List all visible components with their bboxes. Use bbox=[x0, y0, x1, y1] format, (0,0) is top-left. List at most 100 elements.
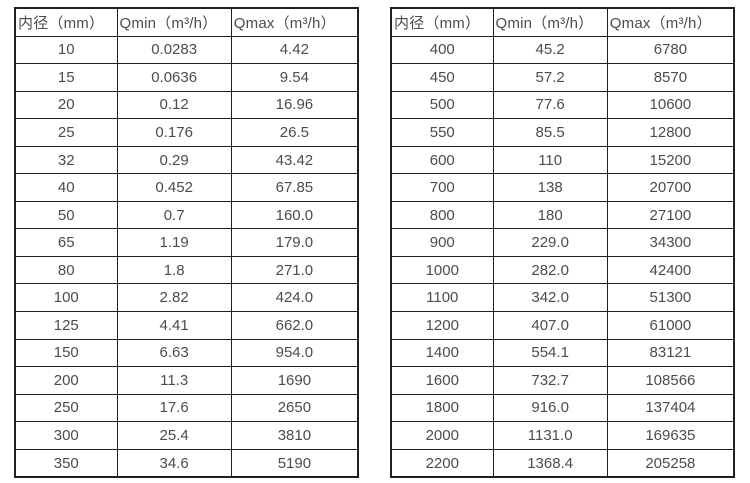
table-row: 350 34.6 5190 bbox=[14, 448, 359, 478]
qmax-cell: 51300 bbox=[606, 283, 735, 313]
qmin-cell: 4.41 bbox=[116, 311, 232, 340]
table-row: 2200 1368.4 205258 bbox=[390, 448, 735, 478]
qmax-cell: 424.0 bbox=[230, 283, 359, 313]
qmax-cell: 83121 bbox=[606, 338, 735, 368]
qmax-cell: 3810 bbox=[230, 421, 359, 450]
diameter-cell: 20 bbox=[14, 90, 118, 120]
diameter-cell: 350 bbox=[14, 448, 118, 478]
qmax-cell: 662.0 bbox=[230, 311, 359, 340]
table-row: 125 4.41 662.0 bbox=[14, 311, 359, 340]
diameter-cell: 1600 bbox=[390, 366, 494, 395]
table-row: 15 0.0636 9.54 bbox=[14, 63, 359, 92]
qmin-cell: 85.5 bbox=[492, 118, 608, 147]
diameter-cell: 600 bbox=[390, 145, 494, 175]
qmax-cell: 6780 bbox=[606, 35, 735, 65]
qmin-cell: 2.82 bbox=[116, 283, 232, 313]
qmin-cell: 1368.4 bbox=[492, 448, 608, 478]
table-row: 20 0.12 16.96 bbox=[14, 90, 359, 120]
diameter-cell: 500 bbox=[390, 90, 494, 120]
qmax-cell: 15200 bbox=[606, 145, 735, 175]
table-row: 300 25.4 3810 bbox=[14, 421, 359, 450]
table-row: 800 180 27100 bbox=[390, 200, 735, 230]
flow-rate-table-large-diameters: 内径（mm） Qmin（m³/h） Qmax（m³/h） 400 45.2 6780 450… bbox=[390, 7, 735, 479]
diameter-cell: 200 bbox=[14, 366, 118, 395]
qmax-cell: 160.0 bbox=[230, 200, 359, 230]
diameter-cell: 125 bbox=[14, 311, 118, 340]
table-row: 1000 282.0 42400 bbox=[390, 255, 735, 285]
diameter-cell: 800 bbox=[390, 200, 494, 230]
diameter-cell: 100 bbox=[14, 283, 118, 313]
qmax-cell: 137404 bbox=[606, 393, 735, 423]
table-row: 1400 554.1 83121 bbox=[390, 338, 735, 368]
diameter-cell: 1000 bbox=[390, 255, 494, 285]
diameter-cell: 32 bbox=[14, 145, 118, 175]
qmin-cell: 1.8 bbox=[116, 255, 232, 285]
table-row: 150 6.63 954.0 bbox=[14, 338, 359, 368]
table-row: 200 11.3 1690 bbox=[14, 366, 359, 395]
qmin-cell: 1.19 bbox=[116, 228, 232, 257]
qmax-cell: 43.42 bbox=[230, 145, 359, 175]
header-row: 内径（mm） Qmin（m³/h） Qmax（m³/h） bbox=[390, 7, 735, 37]
qmin-cell: 732.7 bbox=[492, 366, 608, 395]
diameter-cell: 1800 bbox=[390, 393, 494, 423]
qmin-cell: 45.2 bbox=[492, 35, 608, 65]
qmax-cell: 61000 bbox=[606, 311, 735, 340]
qmax-cell: 4.42 bbox=[230, 35, 359, 65]
table-row: 1100 342.0 51300 bbox=[390, 283, 735, 313]
diameter-cell: 80 bbox=[14, 255, 118, 285]
qmax-cell: 205258 bbox=[606, 448, 735, 478]
column-header-2: Qmax（m³/h） bbox=[230, 7, 359, 37]
qmin-cell: 17.6 bbox=[116, 393, 232, 423]
qmax-cell: 8570 bbox=[606, 63, 735, 92]
qmax-cell: 9.54 bbox=[230, 63, 359, 92]
table-row: 50 0.7 160.0 bbox=[14, 200, 359, 230]
qmin-cell: 229.0 bbox=[492, 228, 608, 257]
qmin-cell: 11.3 bbox=[116, 366, 232, 395]
qmin-cell: 916.0 bbox=[492, 393, 608, 423]
column-header-0: 内径（mm） bbox=[390, 7, 494, 37]
diameter-cell: 900 bbox=[390, 228, 494, 257]
diameter-cell: 300 bbox=[14, 421, 118, 450]
table-row: 32 0.29 43.42 bbox=[14, 145, 359, 175]
table-row: 40 0.452 67.85 bbox=[14, 173, 359, 202]
qmax-cell: 12800 bbox=[606, 118, 735, 147]
column-header-0: 内径（mm） bbox=[14, 7, 118, 37]
diameter-cell: 700 bbox=[390, 173, 494, 202]
qmin-cell: 342.0 bbox=[492, 283, 608, 313]
qmin-cell: 57.2 bbox=[492, 63, 608, 92]
qmax-cell: 271.0 bbox=[230, 255, 359, 285]
column-header-1: Qmin（m³/h） bbox=[492, 7, 608, 37]
qmin-cell: 407.0 bbox=[492, 311, 608, 340]
qmax-cell: 10600 bbox=[606, 90, 735, 120]
qmax-cell: 5190 bbox=[230, 448, 359, 478]
qmin-cell: 0.176 bbox=[116, 118, 232, 147]
table-row: 65 1.19 179.0 bbox=[14, 228, 359, 257]
qmax-cell: 1690 bbox=[230, 366, 359, 395]
diameter-cell: 450 bbox=[390, 63, 494, 92]
diameter-cell: 1400 bbox=[390, 338, 494, 368]
table-row: 80 1.8 271.0 bbox=[14, 255, 359, 285]
diameter-cell: 1100 bbox=[390, 283, 494, 313]
qmax-cell: 179.0 bbox=[230, 228, 359, 257]
table-row: 1200 407.0 61000 bbox=[390, 311, 735, 340]
qmin-cell: 34.6 bbox=[116, 448, 232, 478]
qmax-cell: 2650 bbox=[230, 393, 359, 423]
qmax-cell: 954.0 bbox=[230, 338, 359, 368]
table-row: 600 110 15200 bbox=[390, 145, 735, 175]
qmax-cell: 42400 bbox=[606, 255, 735, 285]
diameter-cell: 65 bbox=[14, 228, 118, 257]
qmin-cell: 25.4 bbox=[116, 421, 232, 450]
qmin-cell: 0.29 bbox=[116, 145, 232, 175]
column-header-2: Qmax（m³/h） bbox=[606, 7, 735, 37]
qmin-cell: 554.1 bbox=[492, 338, 608, 368]
qmin-cell: 0.0636 bbox=[116, 63, 232, 92]
diameter-cell: 550 bbox=[390, 118, 494, 147]
qmax-cell: 16.96 bbox=[230, 90, 359, 120]
table-row: 1800 916.0 137404 bbox=[390, 393, 735, 423]
qmin-cell: 6.63 bbox=[116, 338, 232, 368]
flow-rate-table-small-diameters: 内径（mm） Qmin（m³/h） Qmax（m³/h） 10 0.0283 4.42 15… bbox=[14, 7, 359, 479]
qmax-cell: 67.85 bbox=[230, 173, 359, 202]
diameter-cell: 2200 bbox=[390, 448, 494, 478]
column-header-1: Qmin（m³/h） bbox=[116, 7, 232, 37]
qmax-cell: 26.5 bbox=[230, 118, 359, 147]
